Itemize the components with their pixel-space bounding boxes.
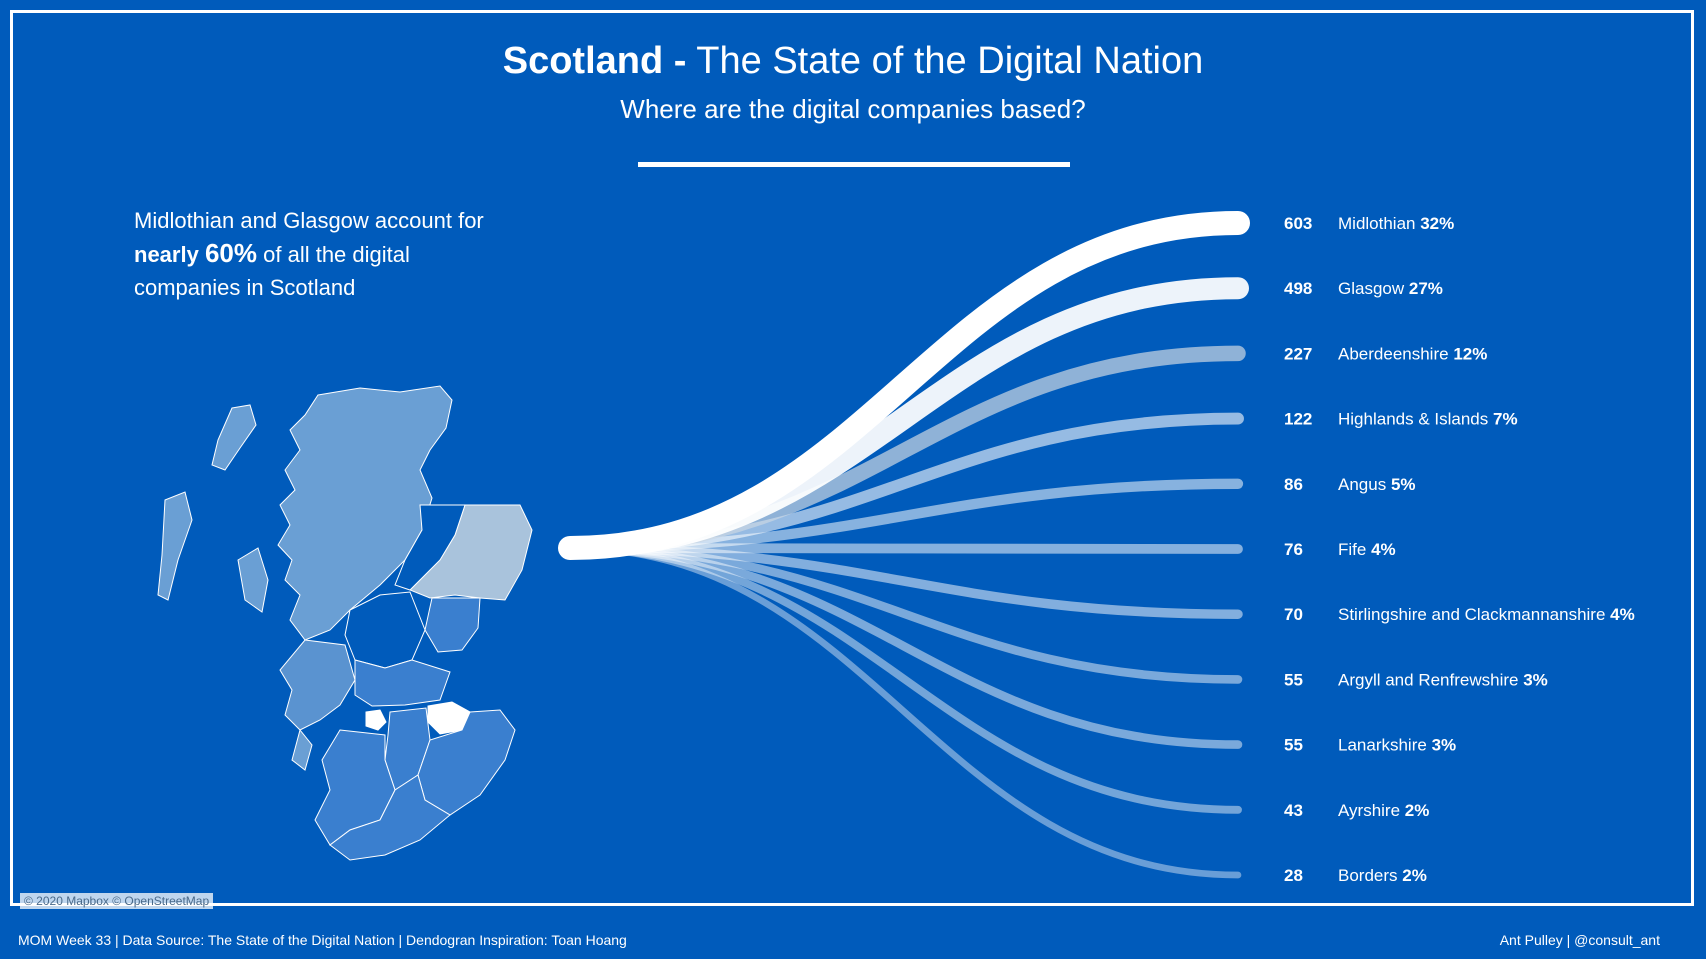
link-ayrshire[interactable] — [566, 544, 1242, 814]
percent-label-argyll-and-renfrewshire: 3% — [1523, 670, 1548, 689]
percent-label-stirlingshire-and-clackmannanshire: 4% — [1610, 605, 1635, 624]
category-label-lanarkshire: Lanarkshire 3% — [1338, 736, 1456, 755]
value-label-stirlingshire-and-clackmannanshire: 70 — [1284, 605, 1303, 624]
dendrogram-labels: 603 Midlothian 32% 498 Glasgow 27% 227 Aberde… — [1284, 214, 1635, 885]
map-credit: © 2020 Mapbox © OpenStreetMap — [20, 893, 214, 909]
category-label-borders: Borders 2% — [1338, 866, 1427, 885]
annotation-line2: of all the digital — [263, 242, 410, 267]
value-label-borders: 28 — [1284, 866, 1303, 885]
dendrogram-links — [558, 211, 1250, 879]
category-label-highlands-and-islands: Highlands & Islands 7% — [1338, 410, 1518, 429]
value-label-aberdeenshire: 227 — [1284, 344, 1312, 363]
chart-frame — [10, 10, 1694, 906]
percent-label-glasgow: 27% — [1409, 279, 1443, 298]
category-label-midlothian: Midlothian 32% — [1338, 214, 1454, 233]
value-label-midlothian: 603 — [1284, 214, 1312, 233]
value-label-argyll-and-renfrewshire: 55 — [1284, 670, 1303, 689]
chart-subtitle: Where are the digital companies based? — [620, 94, 1086, 124]
map-region-moray[interactable] — [394, 504, 466, 591]
value-label-lanarkshire: 55 — [1284, 736, 1303, 755]
chart-title: Scotland - The State of the Digital Nati… — [0, 40, 1706, 83]
annotation-big-value: 60% — [204, 238, 257, 268]
category-label-stirlingshire-and-clackmannanshire: Stirlingshire and Clackmannanshire 4% — [1338, 605, 1635, 624]
percent-label-lanarkshire: 3% — [1432, 736, 1457, 755]
map-region-islands[interactable] — [157, 404, 313, 771]
map-region-glasgow[interactable] — [365, 709, 387, 731]
percent-label-highlands-and-islands: 7% — [1493, 410, 1518, 429]
map-region-highlands[interactable] — [277, 385, 453, 641]
map-region-dumfries[interactable] — [329, 774, 451, 861]
title-bold: Scotland - — [502, 40, 687, 82]
value-label-fife: 76 — [1284, 540, 1303, 559]
footer-author: Ant Pulley | @consult_ant — [1499, 932, 1660, 948]
category-label-ayrshire: Ayrshire 2% — [1338, 801, 1429, 820]
percent-label-angus: 5% — [1391, 475, 1416, 494]
title-rest: The State of the Digital Nation — [696, 40, 1204, 82]
value-label-ayrshire: 43 — [1284, 801, 1303, 820]
link-borders[interactable] — [566, 544, 1242, 879]
annotation-line1: Midlothian and Glasgow account for — [134, 208, 484, 233]
annotation-bold-word: nearly — [134, 242, 199, 267]
category-label-aberdeenshire: Aberdeenshire 12% — [1338, 344, 1487, 363]
title-divider — [638, 162, 1070, 167]
link-lanarkshire[interactable] — [565, 543, 1243, 749]
percent-label-aberdeenshire: 12% — [1453, 344, 1487, 363]
value-label-glasgow: 498 — [1284, 279, 1312, 298]
annotation-text: Midlothian and Glasgow account for nearl… — [134, 204, 554, 304]
percent-label-fife: 4% — [1371, 540, 1396, 559]
percent-label-midlothian: 32% — [1420, 214, 1454, 233]
category-label-argyll-and-renfrewshire: Argyll and Renfrewshire 3% — [1338, 670, 1548, 689]
annotation-line3: companies in Scotland — [134, 275, 356, 300]
percent-label-ayrshire: 2% — [1405, 801, 1430, 820]
map-region-argyll[interactable] — [279, 639, 356, 731]
category-label-glasgow: Glasgow 27% — [1338, 279, 1443, 298]
category-label-angus: Angus 5% — [1338, 475, 1416, 494]
link-midlothian[interactable] — [558, 211, 1250, 560]
percent-label-borders: 2% — [1402, 866, 1427, 885]
map-region-angus[interactable] — [424, 597, 481, 653]
value-label-angus: 86 — [1284, 475, 1303, 494]
map-region-central[interactable] — [354, 659, 451, 707]
category-label-fife: Fife 4% — [1338, 540, 1396, 559]
value-label-highlands-and-islands: 122 — [1284, 410, 1312, 429]
scotland-map[interactable] — [157, 385, 533, 861]
footer-source: MOM Week 33 | Data Source: The State of … — [18, 932, 627, 948]
